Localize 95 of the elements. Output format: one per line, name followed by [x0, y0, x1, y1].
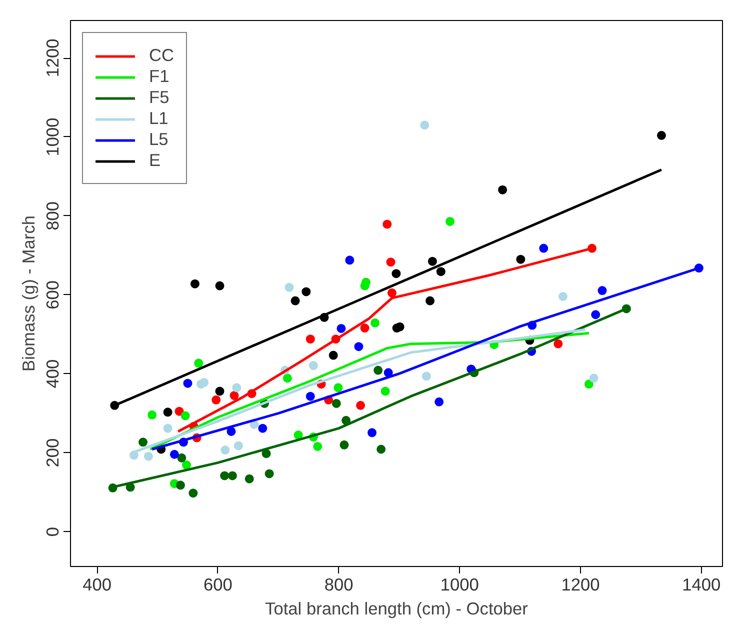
y-tick-label: 1200	[42, 38, 62, 78]
point	[170, 450, 179, 459]
point	[230, 391, 239, 400]
point	[177, 453, 186, 462]
point	[163, 408, 172, 417]
x-tick-label: 400	[82, 574, 112, 594]
y-tick-label: 0	[42, 526, 62, 537]
point	[194, 358, 204, 368]
point	[336, 324, 346, 333]
point	[354, 342, 364, 352]
point	[558, 292, 568, 301]
x-tick-label: 1400	[682, 574, 721, 594]
point	[144, 452, 153, 461]
point	[306, 334, 315, 344]
point	[262, 449, 271, 458]
point	[284, 282, 294, 292]
point	[656, 130, 666, 140]
point	[306, 392, 315, 401]
point	[282, 374, 292, 383]
point	[232, 383, 242, 392]
point	[420, 120, 430, 130]
point	[182, 460, 192, 470]
point	[345, 256, 354, 265]
point	[380, 386, 390, 396]
point	[190, 279, 200, 288]
point	[356, 400, 366, 410]
point	[220, 471, 230, 480]
point	[554, 339, 563, 348]
point	[294, 430, 303, 440]
point	[445, 216, 454, 226]
point	[264, 469, 274, 478]
point	[370, 318, 380, 328]
point	[434, 397, 444, 406]
point	[387, 288, 396, 298]
y-tick-label: 600	[42, 280, 62, 310]
x-tick-label: 1000	[440, 574, 479, 594]
y-axis-title: Biomass (g) - March	[18, 216, 38, 372]
point	[392, 269, 401, 278]
y-tick-label: 400	[42, 359, 62, 388]
legend-label: F1	[149, 66, 170, 87]
point	[302, 287, 311, 296]
legend-label: CC	[149, 45, 174, 66]
point	[428, 256, 437, 266]
point	[244, 474, 254, 484]
point	[174, 406, 184, 416]
point	[422, 372, 431, 381]
point	[374, 366, 383, 375]
point	[212, 395, 221, 404]
point	[368, 428, 377, 438]
y-tick-label: 1000	[42, 118, 62, 156]
point	[498, 185, 508, 194]
legend-label: F5	[149, 87, 170, 108]
point	[340, 440, 349, 450]
point	[376, 444, 386, 454]
point	[228, 471, 237, 480]
point	[313, 442, 322, 451]
point	[234, 441, 243, 450]
x-tick-label: 600	[203, 574, 232, 594]
point	[382, 220, 392, 229]
point	[589, 374, 598, 383]
point	[598, 286, 607, 296]
point	[436, 267, 446, 276]
point	[226, 426, 236, 436]
point	[188, 488, 198, 498]
point	[334, 383, 343, 392]
y-tick-label: 800	[42, 201, 62, 230]
point	[176, 480, 185, 490]
point	[360, 324, 370, 333]
point	[215, 281, 224, 290]
point	[332, 398, 341, 408]
point	[386, 258, 396, 267]
point	[258, 424, 268, 433]
legend-label: L1	[149, 108, 169, 129]
x-tick-label: 1200	[561, 574, 600, 594]
point	[220, 446, 230, 455]
point	[148, 410, 157, 420]
point	[539, 244, 548, 253]
legend-label: L5	[149, 129, 169, 150]
point	[328, 350, 338, 360]
point	[516, 254, 526, 264]
point	[200, 378, 209, 388]
point	[308, 361, 318, 370]
point	[163, 424, 172, 433]
x-axis-title: Total branch length (cm) - October	[265, 598, 528, 618]
point	[215, 386, 224, 396]
y-tick-label: 200	[42, 438, 62, 468]
point	[290, 296, 300, 306]
point	[180, 411, 190, 420]
x-tick-label: 800	[324, 574, 354, 594]
point	[591, 310, 600, 320]
point	[183, 378, 192, 388]
legend-label: E	[149, 150, 162, 171]
point	[138, 438, 148, 447]
point	[584, 380, 594, 389]
point	[426, 296, 435, 306]
